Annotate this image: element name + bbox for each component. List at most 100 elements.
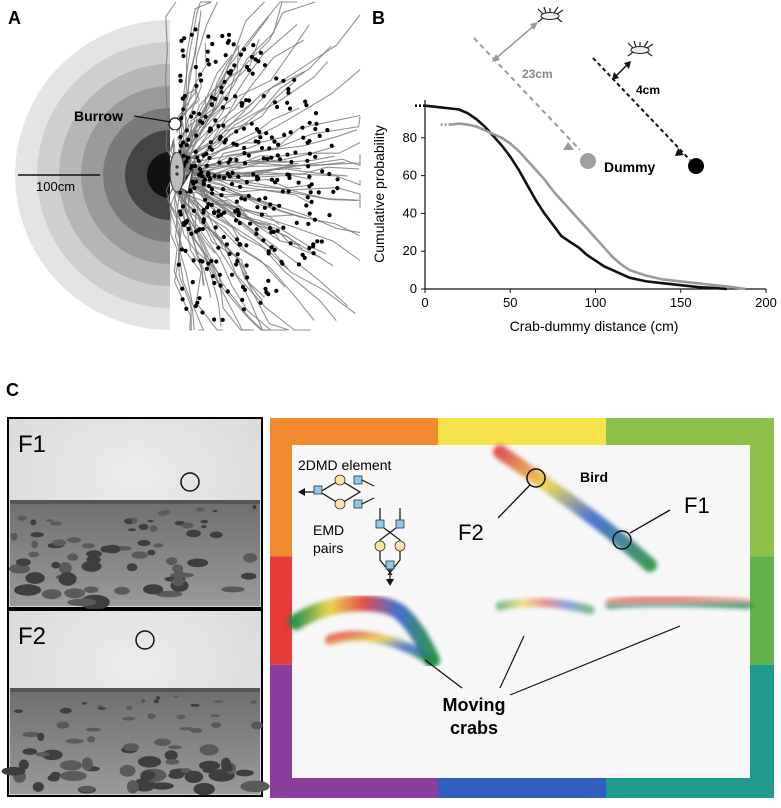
crab-dot <box>178 134 183 140</box>
crab-dot <box>244 243 249 248</box>
crab-dot <box>192 163 198 169</box>
delay-box-icon <box>385 560 395 570</box>
frame2-label: F2 <box>18 623 46 650</box>
distance-rings <box>15 20 171 330</box>
x-tick-label: 50 <box>503 295 517 310</box>
crab-track <box>175 185 265 298</box>
crab-eye-icon <box>175 172 179 176</box>
measure-arrow-icon <box>530 22 538 30</box>
crab-dot <box>197 111 202 117</box>
crab-dot <box>304 203 309 208</box>
rock <box>1 766 26 776</box>
crab-track <box>168 21 200 191</box>
crab-dot <box>264 131 269 136</box>
border-segment <box>270 664 294 773</box>
near-distance-label: 4cm <box>636 83 660 97</box>
rock <box>58 572 77 586</box>
crab-dot <box>305 140 310 145</box>
camera-frame-f2: F2 <box>1 609 270 797</box>
border-segment <box>270 418 438 448</box>
multiply-node-icon <box>374 540 386 552</box>
crab-dot <box>307 174 312 179</box>
crab-pointer <box>499 635 525 689</box>
f2-marker <box>526 468 546 488</box>
crab-dot <box>296 262 301 267</box>
crab-dot <box>265 156 270 162</box>
crab-dot <box>193 65 198 70</box>
rock-texture <box>1 695 270 796</box>
crab-dot <box>245 275 250 280</box>
crab-dot <box>327 213 332 218</box>
crab-dot <box>261 94 266 99</box>
dummy-black-icon <box>688 158 704 174</box>
crab-track <box>174 156 223 331</box>
approach-schematic: Dummy 23cm 4cm <box>473 6 704 175</box>
crab-dot <box>206 184 212 189</box>
crab-dot <box>261 238 266 243</box>
rock <box>189 728 203 733</box>
crab-dot <box>242 161 248 166</box>
rock <box>41 749 63 761</box>
rock <box>30 532 44 538</box>
measure-arrow-icon <box>492 54 500 62</box>
crab-dot <box>206 202 211 207</box>
crab-dot <box>189 32 194 37</box>
crab-dot <box>179 116 184 121</box>
crab-dot <box>327 171 332 177</box>
rock <box>240 780 270 793</box>
f1-pointer <box>629 509 671 534</box>
crab-dot <box>286 90 291 95</box>
rock <box>18 759 29 770</box>
crab-dot <box>179 38 184 44</box>
crab-dot <box>231 141 236 146</box>
crab-positions <box>176 27 340 322</box>
rock <box>137 756 162 768</box>
crab-dot <box>191 258 196 263</box>
rock <box>126 780 139 794</box>
map-f2-label: F2 <box>458 520 484 545</box>
crab-dot <box>251 43 256 48</box>
crab-dot <box>184 143 189 148</box>
rock <box>173 695 180 698</box>
multiply-node-icon <box>334 498 346 510</box>
crab-dot <box>242 145 247 150</box>
crab-dot <box>249 54 255 60</box>
crab-dot <box>240 101 245 106</box>
crab-track <box>184 39 304 162</box>
rock <box>201 525 207 529</box>
crab-dot <box>233 218 238 223</box>
rock <box>74 598 96 606</box>
crab-dot <box>223 53 228 58</box>
crab-dot <box>277 157 283 162</box>
crab-dot <box>207 129 212 134</box>
rock <box>153 543 164 548</box>
crab-dot <box>306 164 311 169</box>
rock <box>137 540 151 547</box>
rock <box>138 523 149 531</box>
crab-dot <box>196 228 201 233</box>
x-tick-label: 0 <box>421 295 428 310</box>
crab-dot <box>316 190 321 195</box>
crab-dot <box>176 262 181 267</box>
crab-dot <box>224 96 229 101</box>
crab-dot <box>263 286 268 291</box>
rock <box>181 522 194 529</box>
crab-dot <box>220 317 225 322</box>
rock <box>123 743 140 752</box>
crab-dot <box>225 171 230 176</box>
rock <box>165 509 170 515</box>
crab-dot <box>262 63 268 68</box>
crab-dot <box>181 107 186 112</box>
crab-dot <box>220 105 225 110</box>
crab-dot <box>190 280 195 285</box>
rock <box>187 558 209 568</box>
rock <box>149 525 158 532</box>
crab-track <box>166 162 195 331</box>
rock <box>28 551 40 558</box>
rock <box>143 584 164 595</box>
rock <box>67 553 79 561</box>
rock <box>52 539 67 546</box>
crab-dot <box>269 155 274 160</box>
delay-box-icon <box>395 519 405 529</box>
panel-letter-c: C <box>6 380 19 400</box>
